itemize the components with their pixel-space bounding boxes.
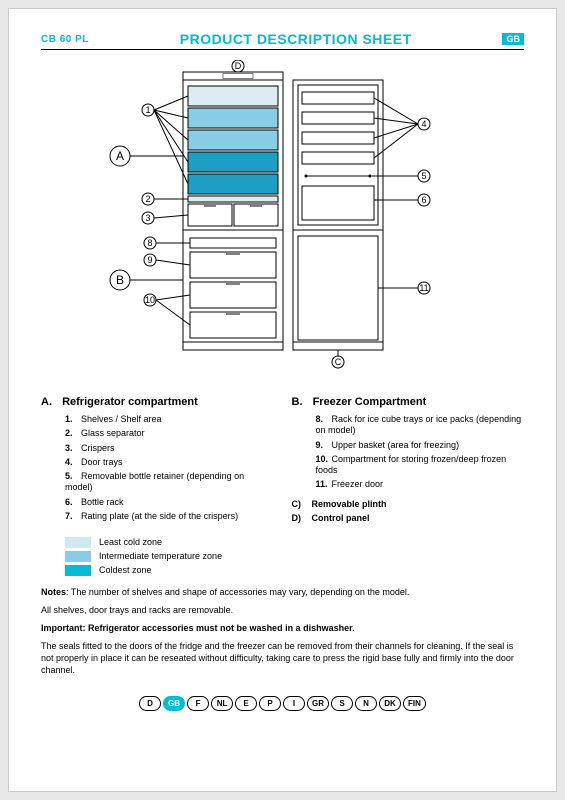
svg-text:B: B [115,273,123,287]
svg-text:10: 10 [144,295,154,305]
legend-label: Coldest zone [99,565,152,575]
legend-label: Intermediate temperature zone [99,551,222,561]
lang-oval-f[interactable]: F [187,696,209,711]
lang-oval-nl[interactable]: NL [211,696,233,711]
plinth-right [293,342,383,350]
language-badge: GB [502,33,524,45]
list-item: 8.Rack for ice cube trays or ice packs (… [316,414,525,437]
basket-10a [190,282,276,308]
section-lettered: C)Removable plinth D)Control panel [292,499,525,523]
section-b-items: 8.Rack for ice cube trays or ice packs (… [292,414,525,491]
language-footer: DGBFNLEPIGRSNDKFIN [41,696,524,711]
list-item: 1.Shelves / Shelf area [65,414,274,425]
lettered-item: C)Removable plinth [292,499,525,509]
section-a: A. Refrigerator compartment 1.Shelves / … [41,396,274,527]
page-header: CB 60 PL PRODUCT DESCRIPTION SHEET GB [41,31,524,50]
diagram-container: D A 1 2 3 B 8 [41,60,524,380]
legend: Least cold zone Intermediate temperature … [65,537,524,576]
lang-oval-i[interactable]: I [283,696,305,711]
notes: Notes: The number of shelves and shape o… [41,586,524,677]
lang-oval-s[interactable]: S [331,696,353,711]
door-tray-1 [302,92,374,104]
svg-text:3: 3 [145,213,150,223]
legend-swatch [65,551,91,562]
basket-10b [190,312,276,338]
notes-line1: : The number of shelves and shape of acc… [66,587,409,597]
svg-text:11: 11 [419,283,428,293]
lang-oval-n[interactable]: N [355,696,377,711]
svg-text:4: 4 [421,119,426,129]
list-item: 4.Door trays [65,457,274,468]
section-a-items: 1.Shelves / Shelf area 2.Glass separator 3… [41,414,274,522]
svg-text:1: 1 [145,105,150,115]
lang-oval-p[interactable]: P [259,696,281,711]
list-item: 2.Glass separator [65,428,274,439]
list-item: 7.Rating plate (at the side of the crisp… [65,511,274,522]
door-tray-3 [302,132,374,144]
legend-swatch [65,537,91,548]
section-b: B. Freezer Compartment 8.Rack for ice cu… [292,396,525,527]
section-b-letter: B. [292,396,310,408]
lang-oval-dk[interactable]: DK [379,696,401,711]
cabinet-left [183,72,283,350]
crisper-right [234,204,278,226]
svg-text:8: 8 [147,238,152,248]
lang-oval-fin[interactable]: FIN [403,696,426,711]
notes-important: Important: Refrigerator accessories must… [41,622,524,634]
section-a-letter: A. [41,396,59,408]
notes-line2: All shelves, door trays and racks are re… [41,604,524,616]
lang-oval-gb[interactable]: GB [163,696,185,711]
legend-swatch [65,565,91,576]
svg-text:9: 9 [147,255,152,265]
zone-intermediate-2 [188,130,278,150]
svg-text:2: 2 [145,194,150,204]
svg-text:6: 6 [421,195,426,205]
bottle-rack [302,186,374,220]
section-b-title: Freezer Compartment [313,396,427,408]
svg-text:D: D [234,61,241,71]
lettered-item: D)Control panel [292,513,525,523]
svg-text:A: A [115,149,123,163]
zone-least-cold [188,86,278,106]
zone-coldest-1 [188,152,278,172]
lang-oval-gr[interactable]: GR [307,696,329,711]
svg-text:C: C [334,357,341,367]
list-item: 11.Freezer door [316,479,525,490]
notes-label: Notes [41,587,66,597]
lang-oval-e[interactable]: E [235,696,257,711]
legend-label: Least cold zone [99,537,162,547]
list-item: 3.Crispers [65,443,274,454]
freezer-door [298,236,378,340]
legend-row: Coldest zone [65,565,524,576]
crisper-left [188,204,232,226]
door-tray-4 [302,152,374,164]
product-diagram: D A 1 2 3 B 8 [88,60,478,380]
rack-8 [190,238,276,248]
legend-row: Intermediate temperature zone [65,551,524,562]
section-a-title: Refrigerator compartment [62,396,198,408]
legend-row: Least cold zone [65,537,524,548]
plinth-left [183,342,283,350]
glass-separator [188,196,278,202]
zone-intermediate-1 [188,108,278,128]
svg-text:5: 5 [421,171,426,181]
list-item: 6.Bottle rack [65,497,274,508]
model-code: CB 60 PL [41,34,89,45]
list-item: 10.Compartment for storing frozen/deep f… [316,454,525,477]
page-title: PRODUCT DESCRIPTION SHEET [180,31,412,47]
zone-coldest-2 [188,174,278,194]
cabinet-right [293,80,383,350]
list-item: 9.Upper basket (area for freezing) [316,440,525,451]
notes-line3: The seals fitted to the doors of the fri… [41,640,524,676]
sections: A. Refrigerator compartment 1.Shelves / … [41,396,524,527]
list-item: 5.Removable bottle retainer (depending o… [65,471,274,494]
door-tray-2 [302,112,374,124]
lang-oval-d[interactable]: D [139,696,161,711]
page: CB 60 PL PRODUCT DESCRIPTION SHEET GB [8,8,557,792]
basket-9 [190,252,276,278]
